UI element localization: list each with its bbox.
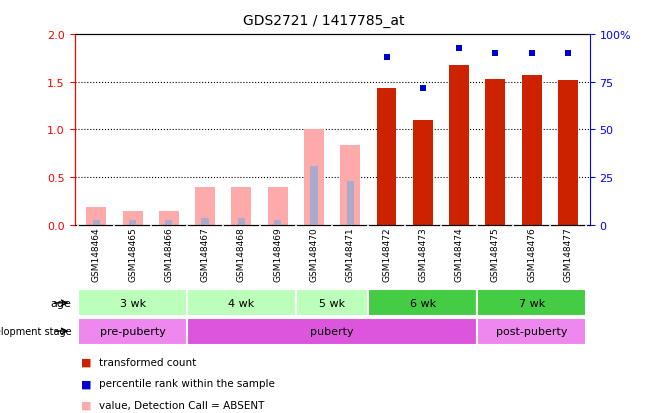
Text: GSM148473: GSM148473 bbox=[419, 226, 427, 281]
Text: 7 wk: 7 wk bbox=[518, 298, 545, 308]
Text: development stage: development stage bbox=[0, 326, 71, 336]
Bar bbox=[93, 221, 100, 225]
Bar bbox=[413, 121, 433, 225]
Text: GSM148472: GSM148472 bbox=[382, 226, 391, 281]
Bar bbox=[231, 187, 251, 225]
Bar bbox=[347, 181, 354, 225]
Bar bbox=[376, 89, 397, 225]
Text: ■: ■ bbox=[81, 357, 91, 367]
Bar bbox=[449, 66, 469, 225]
Text: GSM148470: GSM148470 bbox=[310, 226, 318, 281]
Text: GSM148469: GSM148469 bbox=[273, 226, 282, 281]
Bar bbox=[86, 207, 106, 225]
Bar bbox=[187, 318, 477, 345]
Text: GSM148467: GSM148467 bbox=[201, 226, 209, 281]
Text: GSM148468: GSM148468 bbox=[237, 226, 246, 281]
Text: ■: ■ bbox=[81, 378, 91, 388]
Bar bbox=[558, 81, 578, 225]
Text: GSM148474: GSM148474 bbox=[455, 226, 463, 281]
Text: GSM148465: GSM148465 bbox=[128, 226, 137, 281]
Text: 4 wk: 4 wk bbox=[228, 298, 255, 308]
Bar bbox=[477, 290, 586, 317]
Text: GDS2721 / 1417785_at: GDS2721 / 1417785_at bbox=[243, 14, 405, 28]
Bar bbox=[304, 130, 324, 225]
Bar bbox=[296, 290, 368, 317]
Text: GSM148471: GSM148471 bbox=[346, 226, 354, 281]
Text: ■: ■ bbox=[81, 400, 91, 410]
Bar bbox=[238, 218, 245, 225]
Bar bbox=[129, 221, 136, 225]
Bar bbox=[522, 76, 542, 225]
Bar bbox=[274, 221, 281, 225]
Bar bbox=[340, 145, 360, 225]
Bar bbox=[368, 290, 477, 317]
Text: percentile rank within the sample: percentile rank within the sample bbox=[99, 378, 275, 388]
Text: puberty: puberty bbox=[310, 326, 354, 336]
Bar bbox=[310, 166, 318, 225]
Bar bbox=[268, 187, 288, 225]
Bar bbox=[78, 318, 187, 345]
Text: 6 wk: 6 wk bbox=[410, 298, 436, 308]
Text: post-puberty: post-puberty bbox=[496, 326, 568, 336]
Bar bbox=[187, 290, 296, 317]
Bar bbox=[78, 290, 187, 317]
Text: GSM148477: GSM148477 bbox=[563, 226, 572, 281]
Text: GSM148475: GSM148475 bbox=[491, 226, 500, 281]
Bar bbox=[165, 221, 172, 225]
Bar bbox=[485, 80, 505, 225]
Text: GSM148464: GSM148464 bbox=[92, 226, 101, 281]
Bar bbox=[477, 318, 586, 345]
Text: 5 wk: 5 wk bbox=[319, 298, 345, 308]
Bar bbox=[195, 188, 215, 225]
Text: pre-puberty: pre-puberty bbox=[100, 326, 165, 336]
Bar bbox=[159, 212, 179, 225]
Bar bbox=[202, 218, 209, 225]
Text: transformed count: transformed count bbox=[99, 357, 196, 367]
Text: GSM148466: GSM148466 bbox=[165, 226, 174, 281]
Text: age: age bbox=[51, 298, 71, 308]
Bar bbox=[122, 212, 143, 225]
Text: 3 wk: 3 wk bbox=[119, 298, 146, 308]
Text: GSM148476: GSM148476 bbox=[527, 226, 536, 281]
Text: value, Detection Call = ABSENT: value, Detection Call = ABSENT bbox=[99, 400, 264, 410]
